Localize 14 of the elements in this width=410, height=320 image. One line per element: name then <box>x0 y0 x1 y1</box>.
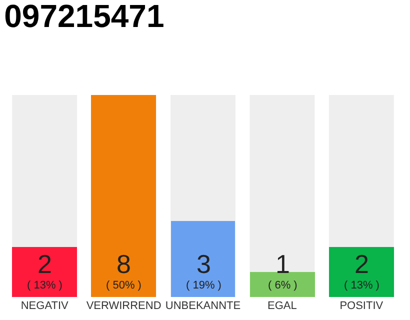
bar <box>329 247 394 297</box>
bar <box>250 272 315 297</box>
x-tick-label: VERWIRREND <box>86 300 162 312</box>
data-label: 1 ( 6% ) <box>268 249 298 292</box>
data-label: 2 ( 13% ) <box>27 249 62 292</box>
chart-title: 097215471 <box>4 0 164 34</box>
x-tick-label: NEGATIV <box>20 300 69 312</box>
data-label: 8 ( 50% ) <box>106 249 142 292</box>
x-tick-label: POSITIV <box>340 300 384 312</box>
x-tick-label: EGAL <box>268 300 297 312</box>
data-label: 2 ( 13% ) <box>344 249 380 292</box>
data-label: 3 ( 19% ) <box>186 249 222 292</box>
x-tick-label: UNBEKANNTE <box>165 300 241 312</box>
bar <box>12 247 77 297</box>
